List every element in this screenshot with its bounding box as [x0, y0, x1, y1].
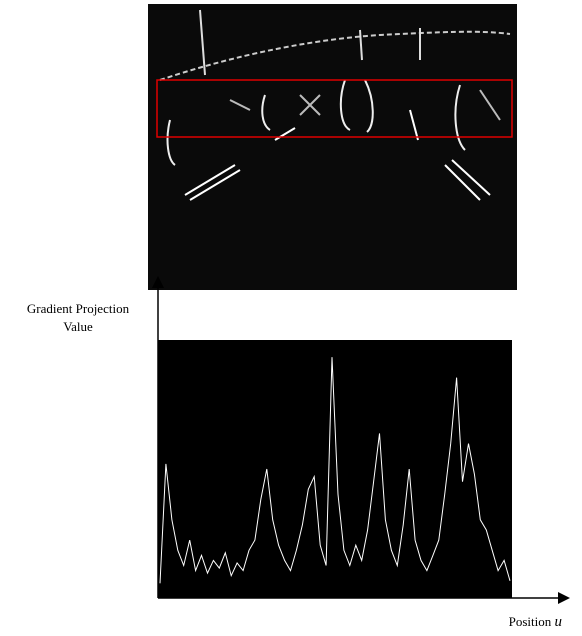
edge-image: [148, 4, 517, 290]
signal-line: [159, 357, 511, 584]
x-axis-label: Position u: [509, 614, 562, 630]
plot-area: [158, 340, 512, 598]
x-axis-label-text: Position: [509, 614, 552, 629]
x-axis-variable: u: [555, 614, 563, 630]
y-axis-label: Gradient Projection: [27, 301, 130, 316]
y-axis-label: Value: [63, 319, 93, 334]
